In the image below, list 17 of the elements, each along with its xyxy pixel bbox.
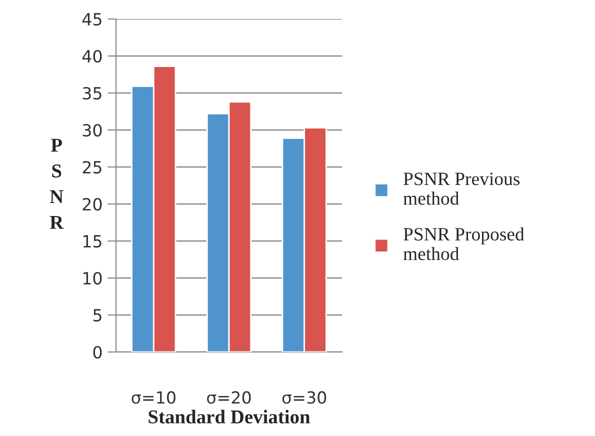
y-tick-label: 0 [93,346,102,359]
y-tick-label: 35 [82,86,102,100]
y-tick-label: 40 [82,50,102,63]
y-tick-label: 15 [83,235,102,248]
y-tick-label: 20 [82,198,102,211]
y-axis-title: PSNR [50,138,64,229]
y-tick-label: 25 [82,160,102,174]
y-tick-label: 30 [82,124,102,137]
y-tick-label: 5 [93,309,102,322]
legend-label: PSNR Previous method [403,172,520,205]
y-tick-label: 45 [82,13,102,26]
legend-label: PSNR Proposed method [403,227,524,260]
x-tick-label: σ=30 [282,391,326,404]
y-tick-label: 10 [83,272,102,285]
x-axis-title: Standard Deviation [148,410,310,424]
x-tick-label: σ=20 [207,391,251,404]
x-tick-label: σ=10 [132,391,176,404]
